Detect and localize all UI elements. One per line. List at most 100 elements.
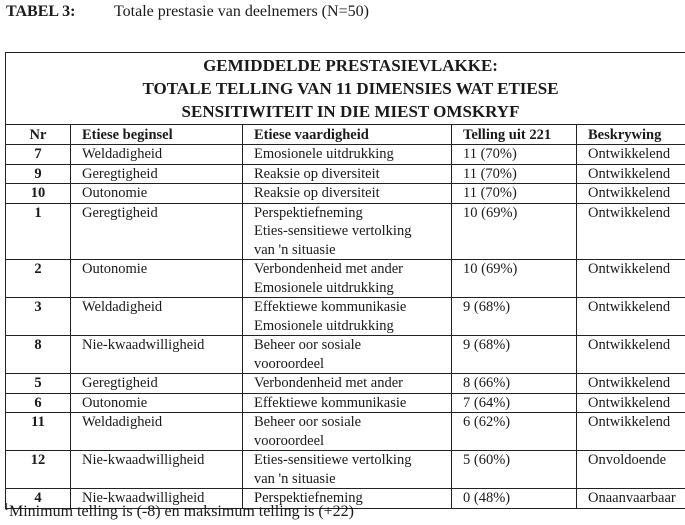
vaardigheid-line: Effektiewe kommunikasie [254,394,407,411]
cell-vaardigheid: Beheer oor sosiale vooroordeel [242,412,452,451]
cell-beginsel: Geregtigheid [70,202,243,260]
cell-vaardigheid: Verbondenheid met ander [242,373,452,394]
vaardigheid-line: Eties-sensitiewe vertolking [254,452,412,468]
table-row: 2 Outonomie Verbondenheid met ander Emosion… [5,259,685,298]
table-row: 12 Nie-kwaadwilligheid Eties-sensitiewe ve… [5,450,685,489]
cell-telling: 9 (68%) [451,335,577,374]
cell-telling: 10 (69%) [451,259,577,298]
performance-table: GEMIDDELDE PRESTASIEVLAKKE: TOTALE TELLI… [4,52,685,509]
cell-beginsel: Outonomie [70,392,243,413]
cell-vaardigheid: Perspektiefneming [242,488,452,509]
table-row: 5 Geregtigheid Verbondenheid met ander 8 (6… [5,373,685,394]
table-row: 7 Weldadigheid Emosionele uitdrukking 11 (7… [5,144,685,165]
cell-beginsel: Geregtigheid [70,163,243,184]
cell-telling: 0 (48%) [451,488,577,509]
vaardigheid-line: Verbondenheid met ander [254,375,403,391]
vaardigheid-line: Eties-sensitiewe vertolking [254,223,412,239]
vaardigheid-line: Emosionele uitdrukking [254,317,394,334]
vaardigheid-line: van 'n situasie [254,241,336,258]
vaardigheid-line: Reaksie op diversiteit [254,165,380,182]
cell-nr: 9 [5,163,71,184]
cell-nr: 2 [5,259,71,298]
header-row: Nr Etiese beginsel Etiese vaardigheid Te… [5,124,685,145]
cell-telling: 9 (68%) [451,297,577,336]
header-vaardigheid: Etiese vaardigheid [242,124,452,145]
cell-beskrywing: Ontwikkelend [575,259,685,298]
table-row: 11 Weldadigheid Beheer oor sosiale vooroord… [5,412,685,451]
cell-beginsel: Weldadigheid [70,412,243,451]
cell-telling: 5 (60%) [451,450,577,489]
footnote-text: Minimum telling is (-8) en maksimum tell… [9,503,354,520]
table-row: 10 Outonomie Reaksie op diversiteit 11 (70%… [5,183,685,204]
cell-nr: 7 [5,144,71,165]
footnote-marker: 1 [4,502,9,513]
vaardigheid-line: Perspektiefneming [254,204,363,221]
vaardigheid-line: Emosionele uitdrukking [254,146,394,162]
cell-vaardigheid: Eties-sensitiewe vertolking van 'n situas… [242,450,452,489]
cell-beskrywing: Ontwikkelend [575,202,685,260]
caption-text: Totale prestasie van deelnemers (N=50) [114,3,369,20]
cell-beginsel: Geregtigheid [70,373,243,394]
table-row: 9 Geregtigheid Reaksie op diversiteit 11 (7… [5,163,685,184]
cell-beginsel: Nie-kwaadwilligheid [70,335,243,374]
cell-nr: 12 [5,450,71,489]
cell-beginsel: Outonomie [70,259,243,298]
cell-nr: 4 [5,488,71,509]
cell-beskrywing: Ontwikkelend [575,412,685,451]
cell-telling: 8 (66%) [451,373,577,394]
title-line: SENSITIWITEIT IN DIE MIEST OMSKRYF [181,102,520,121]
cell-nr: 6 [5,392,71,413]
vaardigheid-line: Emosionele uitdrukking [254,279,394,296]
header-nr: Nr [5,124,71,145]
cell-vaardigheid: Beheer oor sosiale vooroordeel [242,335,452,374]
cell-telling: 11 (70%) [451,144,577,165]
cell-beskrywing: Ontwikkelend [575,335,685,374]
cell-beginsel: Nie-kwaadwilligheid [70,450,243,489]
table-row: 4 Nie-kwaadwilligheid Perspektiefneming 0 (… [5,488,685,509]
vaardigheid-line: van 'n situasie [254,470,336,487]
cell-vaardigheid: Emosionele uitdrukking [242,144,452,165]
table-row: 8 Nie-kwaadwilligheid Beheer oor sosiale vo… [5,335,685,374]
table-row: 3 Weldadigheid Effektiewe kommunikasie Emos… [5,297,685,336]
cell-beginsel: Weldadigheid [70,144,243,165]
cell-beginsel: Outonomie [70,183,243,204]
caption-label: TABEL 3: [6,3,76,20]
header-beskrywing: Beskrywing [575,124,685,145]
cell-vaardigheid: Effektiewe kommunikasie Emosionele uitdru… [242,297,452,336]
vaardigheid-line: Effektiewe kommunikasie [254,299,407,315]
cell-beskrywing: Ontwikkelend [575,373,685,394]
cell-telling: 7 (64%) [451,392,577,413]
cell-nr: 10 [5,183,71,204]
cell-beskrywing: Onvoldoende [575,450,685,489]
cell-telling: 10 (69%) [451,202,577,260]
table-title: GEMIDDELDE PRESTASIEVLAKKE: TOTALE TELLI… [4,52,685,125]
cell-beskrywing: Ontwikkelend [575,144,685,165]
table-caption: TABEL 3: Totale prestasie van deelnemers … [6,2,369,22]
cell-telling: 11 (70%) [451,183,577,204]
cell-beskrywing: Onaanvaarbaar [575,488,685,509]
cell-nr: 11 [5,412,71,451]
cell-beskrywing: Ontwikkelend [575,297,685,336]
cell-nr: 3 [5,297,71,336]
cell-nr: 8 [5,335,71,374]
vaardigheid-line: Reaksie op diversiteit [254,185,380,201]
cell-beskrywing: Ontwikkelend [575,183,685,204]
cell-vaardigheid: Reaksie op diversiteit [242,163,452,184]
title-line: TOTALE TELLING VAN 11 DIMENSIES WAT ETIE… [142,79,559,98]
cell-telling: 6 (62%) [451,412,577,451]
cell-beginsel: Weldadigheid [70,297,243,336]
vaardigheid-line: vooroordeel [254,432,325,449]
header-telling: Telling uit 221 [451,124,577,145]
vaardigheid-line: vooroordeel [254,355,325,372]
table-row: 1 Geregtigheid Perspektiefneming Eties-sens… [5,202,685,260]
cell-telling: 11 (70%) [451,163,577,184]
cell-beginsel: Nie-kwaadwilligheid [70,488,243,509]
table-row: 6 Outonomie Effektiewe kommunikasie 7 (64%)… [5,392,685,413]
cell-beskrywing: Ontwikkelend [575,392,685,413]
footnote: 1Minimum telling is (-8) en maksimum tel… [4,498,354,522]
cell-vaardigheid: Verbondenheid met ander Emosionele uitdru… [242,259,452,298]
vaardigheid-line: Verbondenheid met ander [254,261,403,277]
vaardigheid-line: Beheer oor sosiale [254,337,362,353]
vaardigheid-line: Perspektiefneming [254,490,363,506]
cell-nr: 1 [5,202,71,260]
